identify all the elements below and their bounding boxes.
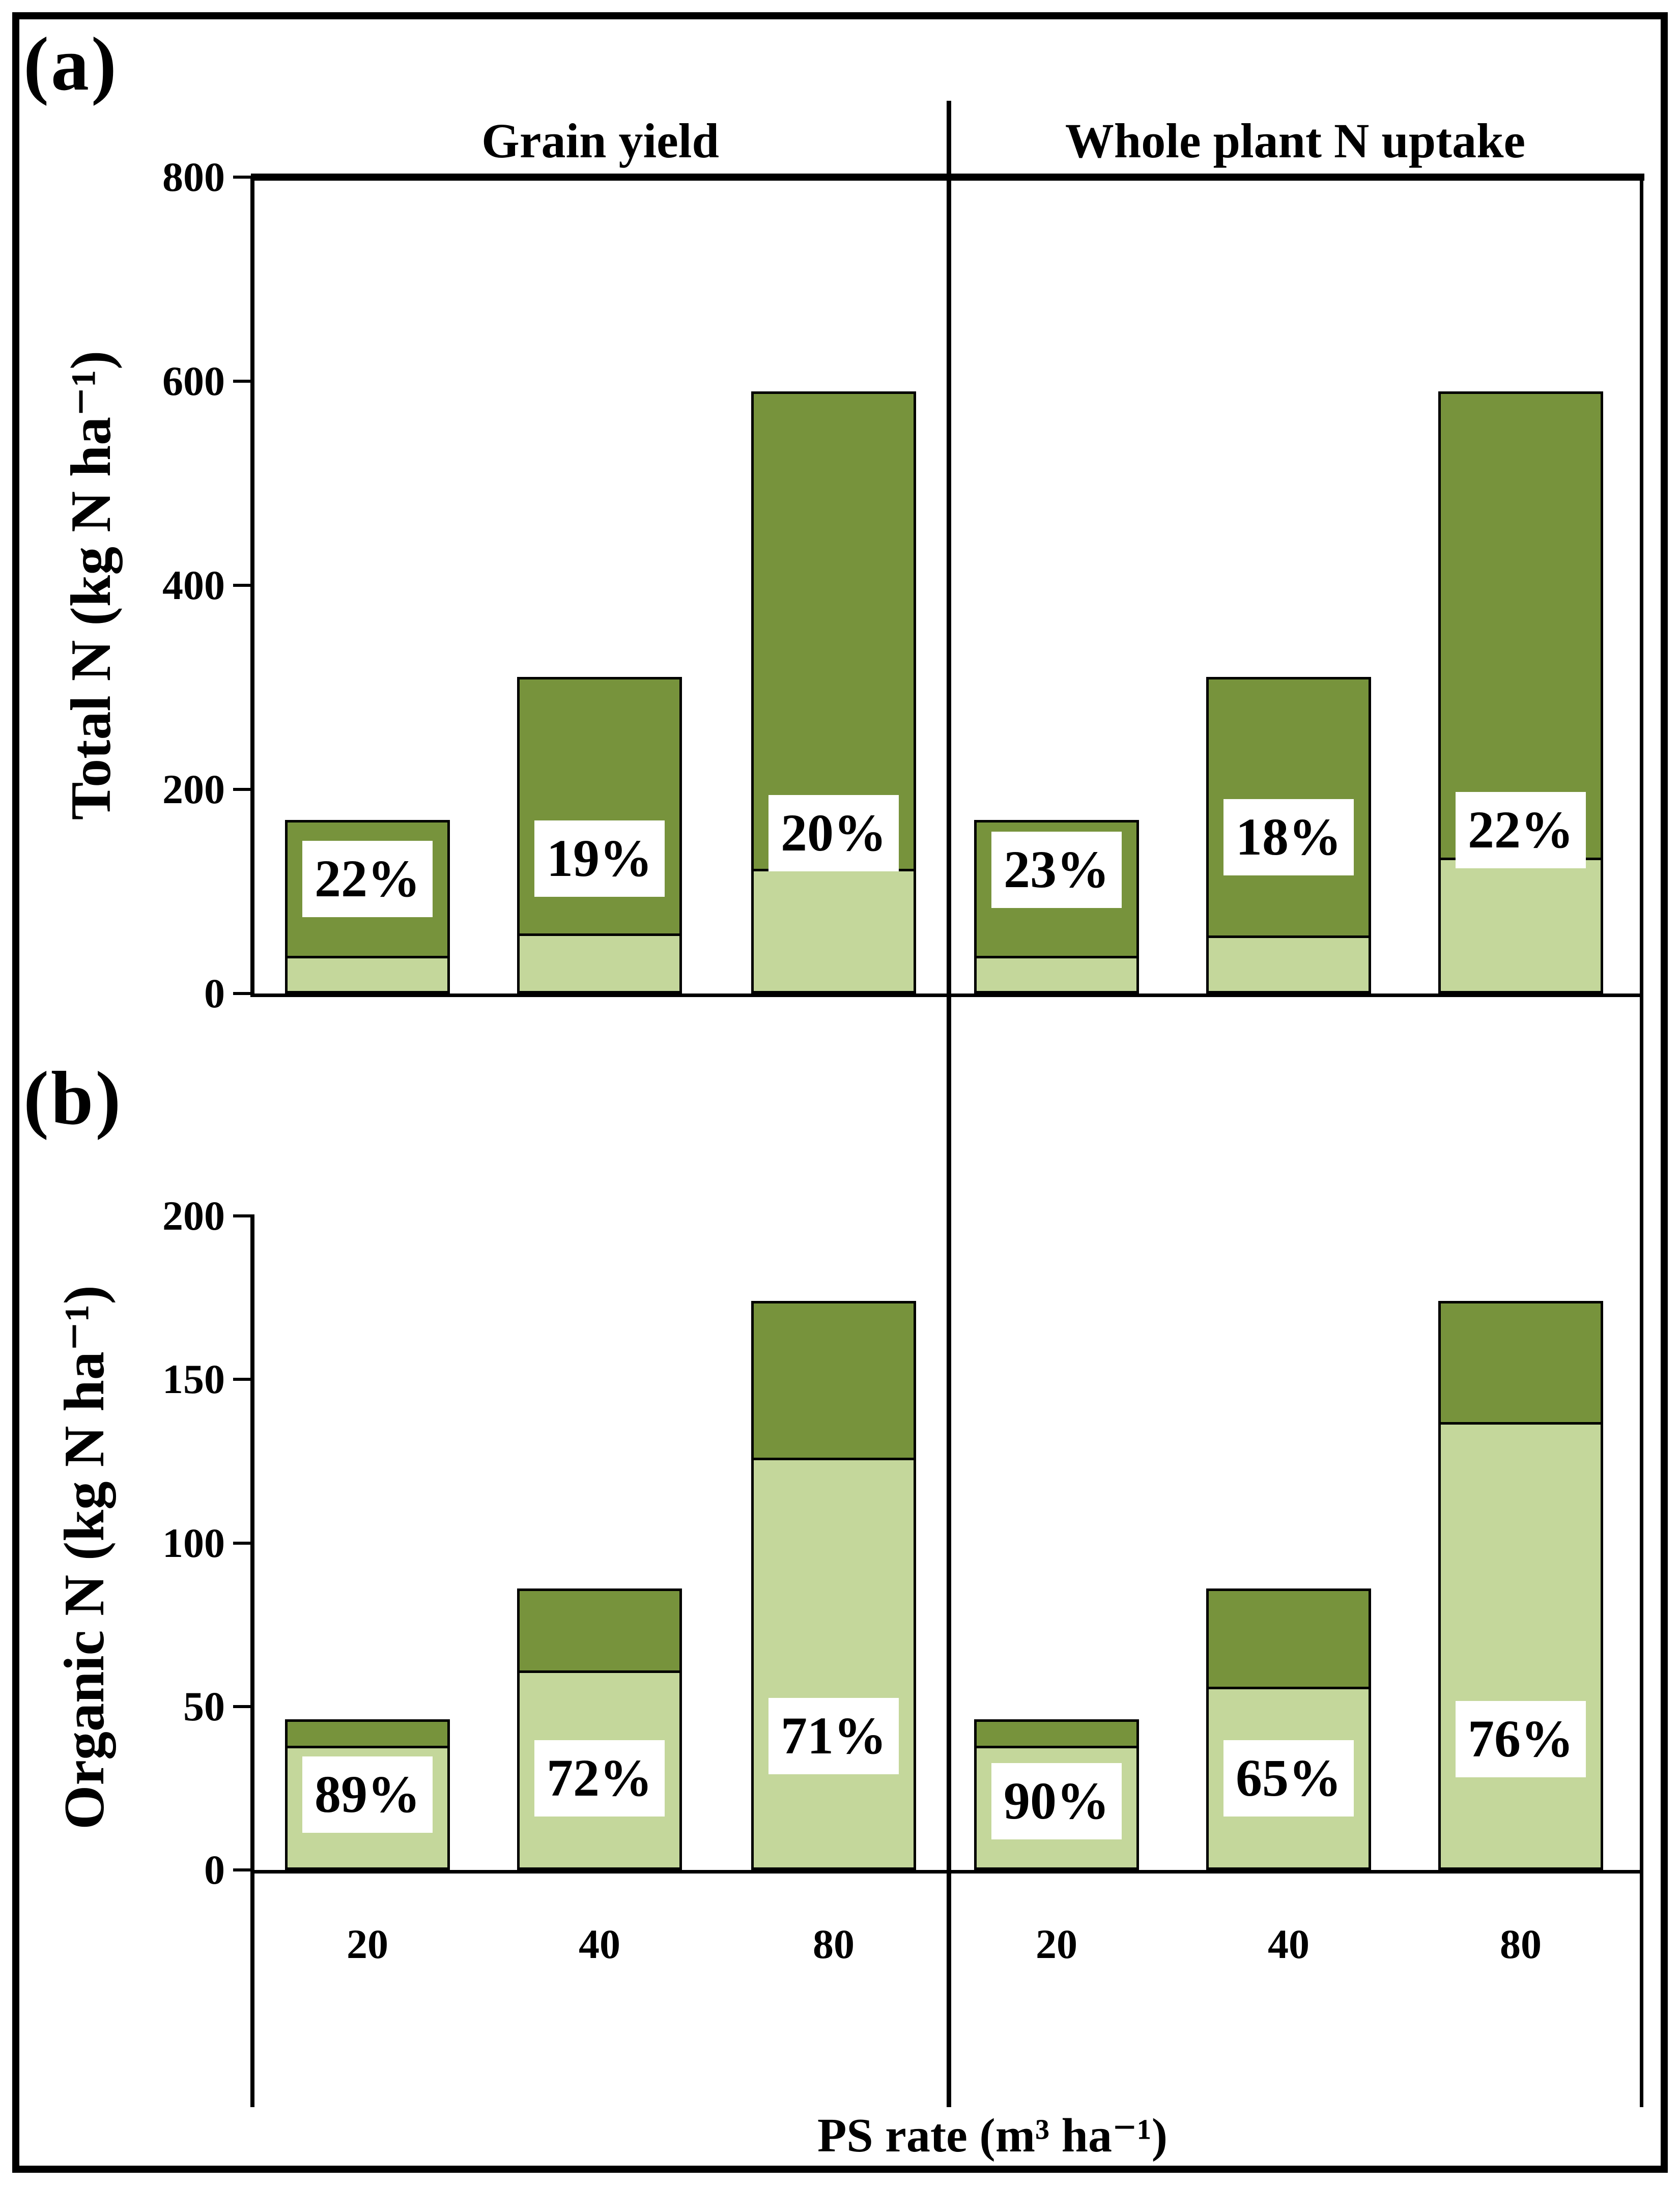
panel-a-tag: (a) (23, 22, 119, 106)
bar-pct-label: 90% (991, 1763, 1122, 1839)
bar-segment-light (1206, 935, 1371, 994)
bar-segment-dark (285, 1719, 450, 1746)
group-header-whole-plant-n-uptake: Whole plant N uptake (1065, 113, 1526, 168)
y-tick (233, 1705, 252, 1708)
y-tick (233, 788, 252, 791)
y-tick (233, 380, 252, 383)
bar-segment-light (974, 955, 1139, 994)
x-baseline (251, 1870, 1643, 1874)
y-tick-label: 600 (162, 358, 225, 404)
y-tick-label: 0 (204, 1847, 225, 1893)
bar-segment-dark (751, 391, 916, 869)
bar-pct-label: 72% (534, 1740, 665, 1817)
x-tick-label: 20 (1036, 1921, 1077, 1967)
bar-segment-light (285, 955, 450, 994)
y-axis-line (250, 176, 254, 997)
x-tick-label: 20 (347, 1921, 388, 1967)
bar-segment-dark (751, 1301, 916, 1458)
y-tick (233, 176, 252, 179)
x-tick-label: 40 (579, 1921, 620, 1967)
bar-segment-dark (1438, 391, 1603, 858)
x-tick-label: 80 (1500, 1921, 1542, 1967)
bar-pct-label: 76% (1456, 1701, 1586, 1777)
panel-b-tag: (b) (23, 1056, 123, 1141)
y-tick (233, 1541, 252, 1545)
bar-pct-label: 22% (1456, 792, 1586, 868)
bar-segment-light (517, 933, 682, 994)
bar-segment-light (1438, 858, 1603, 994)
bar-segment-dark (1206, 1588, 1371, 1687)
y-tick-label: 400 (162, 562, 225, 608)
x-axis-title: PS rate (m³ ha⁻¹) (817, 2109, 1168, 2162)
bar-pct-label: 23% (991, 832, 1122, 908)
y-tick-label: 0 (204, 970, 225, 1016)
bar-segment-dark (974, 1719, 1139, 1746)
group-header-grain-yield: Grain yield (481, 113, 719, 168)
group-divider-line (947, 101, 951, 2107)
bar-pct-label: 89% (302, 1756, 433, 1833)
y-tick (233, 992, 252, 995)
bar-segment-light (751, 1458, 916, 1870)
y-tick (233, 584, 252, 587)
y-tick-label: 150 (162, 1356, 225, 1403)
y-tick-label: 50 (183, 1683, 225, 1729)
bar-segment-light (1438, 1422, 1603, 1870)
x-tick-label: 40 (1268, 1921, 1309, 1967)
bar-segment-dark (517, 1588, 682, 1671)
y-tick-label: 100 (162, 1519, 225, 1566)
y-tick-label: 200 (162, 1193, 225, 1239)
x-baseline (251, 994, 1643, 997)
bar-pct-label: 19% (534, 820, 665, 897)
y-tick-label: 200 (162, 766, 225, 812)
bar-pct-label: 22% (302, 841, 433, 917)
bar-pct-label: 20% (768, 795, 899, 871)
bar-pct-label: 65% (1223, 1740, 1354, 1817)
y-tick (233, 1214, 252, 1217)
figure-border (12, 12, 1668, 2173)
plot-right-border-line (1640, 174, 1643, 2107)
bar-pct-label: 71% (768, 1698, 899, 1774)
y-tick (233, 1868, 252, 1871)
bar-segment-light (751, 869, 916, 994)
y-axis-line (250, 1214, 254, 2107)
y-tick (233, 1378, 252, 1381)
y-tick-label: 800 (162, 154, 225, 200)
bar-pct-label: 18% (1223, 799, 1354, 875)
x-tick-label: 80 (813, 1921, 855, 1967)
bar-segment-dark (1438, 1301, 1603, 1422)
